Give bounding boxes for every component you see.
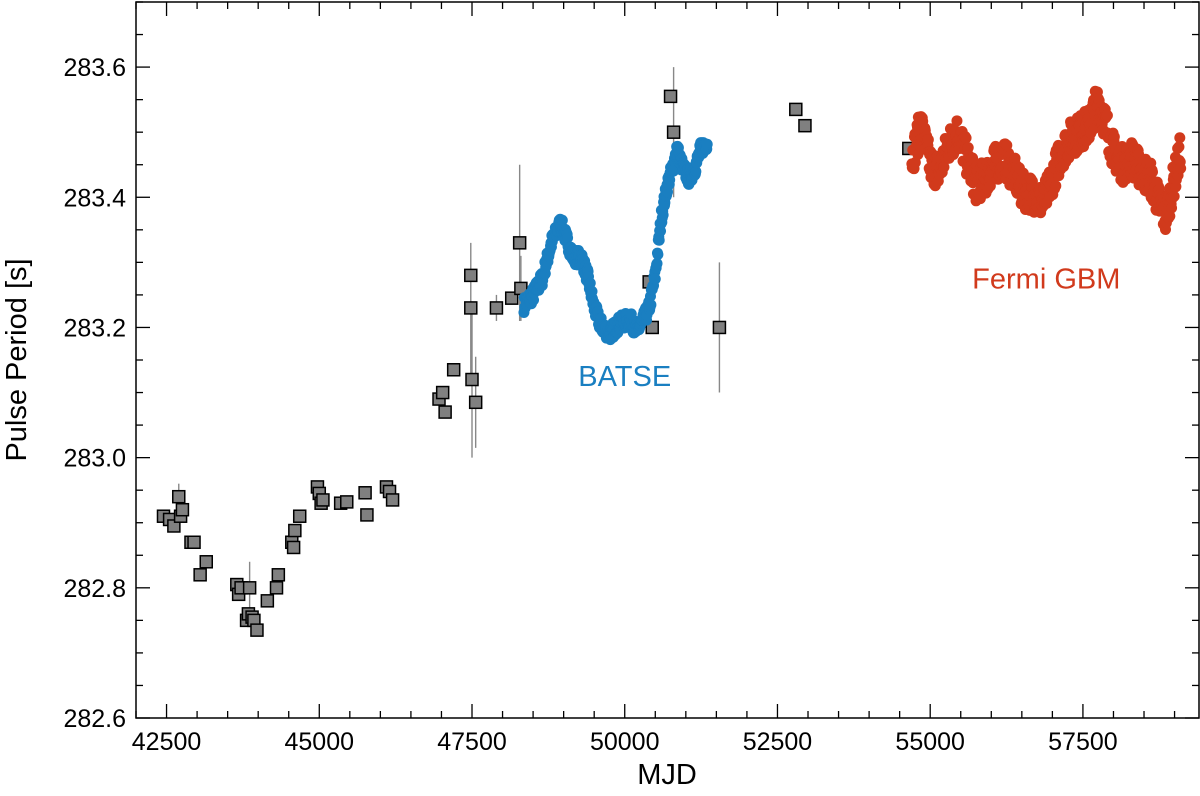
batse-data-point [652, 248, 664, 260]
y-tick-label: 283.0 [63, 445, 126, 473]
plot-frame [135, 1, 1200, 719]
square-data-point [199, 555, 214, 569]
fermi-gbm-data-point [951, 115, 963, 127]
square-data-point [288, 523, 302, 538]
square-data-point [464, 268, 478, 283]
x-tick-label: 47500 [437, 728, 507, 756]
fermi-gbm-data-point [1108, 131, 1120, 143]
batse-data-point [556, 214, 568, 226]
square-data-point [250, 623, 264, 637]
square-data-point [489, 301, 504, 315]
square-data-point [798, 118, 812, 133]
square-data-point [438, 405, 452, 419]
square-data-point [260, 594, 275, 608]
fermi-gbm-data-point [1050, 180, 1062, 192]
fermi-gbm-data-point [1166, 202, 1178, 214]
y-tick-label: 282.6 [63, 705, 126, 733]
square-data-point [316, 493, 330, 507]
square-data-point [663, 89, 678, 104]
data-points [156, 85, 1187, 637]
square-data-point [340, 495, 354, 509]
square-data-point [360, 508, 374, 522]
fermi-gbm-data-point [1101, 109, 1113, 121]
fermi-gbm-data-point [984, 180, 996, 192]
fermi-gbm-data-point [1146, 166, 1158, 178]
square-data-point [292, 509, 307, 523]
square-data-point [666, 125, 681, 139]
square-data-point [193, 568, 207, 582]
square-data-point [172, 489, 186, 504]
y-tick-label: 283.6 [63, 54, 126, 82]
square-data-point [286, 540, 301, 555]
fermi-gbm-data-point [1175, 162, 1187, 174]
fermi-gbm-data-point [1173, 141, 1185, 153]
x-tick-label: 57500 [1048, 728, 1118, 756]
axis-tick-labels: 42500 45000 47500 50000 52500 55000 57500 282.6… [63, 54, 1117, 756]
square-data-point [465, 372, 479, 387]
square-data-point [187, 535, 201, 550]
y-tick-label: 282.8 [63, 575, 126, 603]
square-data-point [464, 301, 478, 315]
batse-data-point [645, 299, 657, 311]
square-data-point [446, 363, 461, 377]
fermi-gbm-data-point [1174, 132, 1186, 144]
batse-data-point [653, 234, 665, 246]
x-tick-label: 50000 [590, 728, 660, 756]
batse-data-point [649, 273, 661, 285]
x-tick-label: 45000 [285, 728, 355, 756]
y-tick-label: 283.4 [63, 184, 126, 212]
batse-data-point [584, 277, 596, 289]
error-bars [178, 67, 721, 614]
square-data-point [504, 291, 519, 305]
square-data-point [271, 568, 286, 582]
square-data-point [358, 486, 372, 500]
fermi-gbm-annotation: Fermi GBM [972, 263, 1120, 295]
batse-data-point [690, 166, 702, 178]
x-tick-label: 55000 [895, 728, 965, 756]
square-data-point [385, 493, 400, 507]
square-data-point [175, 502, 190, 517]
fermi-gbm-data-point [938, 161, 950, 173]
square-data-point [712, 320, 727, 335]
fermi-gbm-data-point [967, 152, 979, 164]
x-tick-label: 52500 [743, 728, 813, 756]
square-data-point [269, 581, 284, 595]
square-data-point [435, 385, 450, 400]
batse-data-point [651, 258, 663, 270]
x-tick-label: 42500 [132, 728, 202, 756]
x-axis-title: MJD [637, 759, 697, 791]
y-axis-title: Pulse Period [s] [1, 258, 33, 461]
fermi-gbm-data-point [1168, 190, 1180, 202]
batse-data-point [701, 138, 713, 150]
fermi-gbm-data-point [960, 132, 972, 144]
batse-annotation: BATSE [578, 361, 671, 393]
square-data-point [242, 581, 257, 595]
batse-data-point [657, 209, 669, 221]
square-data-point [512, 236, 527, 250]
square-data-point [468, 395, 483, 410]
axis-ticks [135, 1, 1199, 719]
fermi-gbm-data-point [922, 134, 934, 146]
square-data-point [789, 102, 803, 117]
y-tick-label: 283.2 [63, 314, 126, 342]
batse-data-point [562, 232, 574, 244]
